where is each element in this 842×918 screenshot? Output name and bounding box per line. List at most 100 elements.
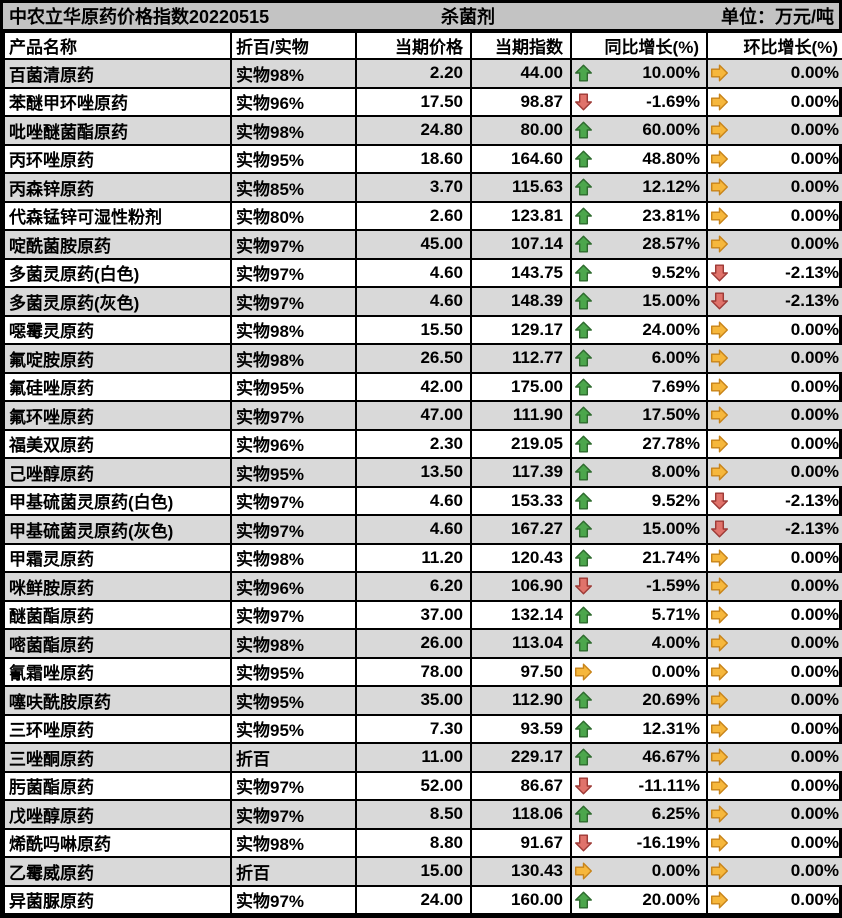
yoy-growth-cell: -11.11% [570, 770, 708, 801]
yoy-growth-value: -11.11% [638, 775, 700, 795]
mom-growth-value: 0.00% [790, 775, 839, 795]
table-row: 甲基硫菌灵原药(灰色) 实物97% 4.60 167.27 15.00% -2.… [3, 514, 842, 545]
table-row: 多菌灵原药(白色) 实物97% 4.60 143.75 9.52% -2.13% [3, 257, 842, 288]
yoy-growth-cell: 7.69% [570, 371, 708, 402]
product-name-cell: 氟硅唑原药 [3, 371, 232, 402]
right-arrow-icon [710, 861, 729, 881]
up-arrow-icon [574, 291, 593, 311]
mom-growth-value: 0.00% [790, 120, 839, 140]
product-name-cell: 三环唑原药 [3, 713, 232, 744]
mom-growth-value: 0.00% [790, 462, 839, 482]
product-name-cell: 代森锰锌可湿性粉剂 [3, 200, 232, 231]
basis-cell: 实物98% [230, 827, 357, 858]
header-product-name: 产品名称 [3, 31, 232, 60]
current-index-cell: 91.67 [470, 827, 572, 858]
basis-cell: 实物96% [230, 571, 357, 602]
current-index-cell: 112.77 [470, 343, 572, 374]
mom-growth-value: 0.00% [790, 747, 839, 767]
table-row: 氟硅唑原药 实物95% 42.00 175.00 7.69% 0.00% [3, 371, 842, 402]
current-price-cell: 4.60 [355, 514, 472, 545]
basis-cell: 实物95% [230, 685, 357, 716]
yoy-growth-cell: 5.71% [570, 599, 708, 630]
mom-growth-cell: 0.00% [706, 542, 842, 573]
yoy-growth-value: 17.50% [642, 405, 700, 425]
right-arrow-icon [710, 206, 729, 226]
mom-growth-cell: 0.00% [706, 742, 842, 773]
yoy-growth-value: -16.19% [636, 832, 700, 852]
mom-growth-cell: 0.00% [706, 799, 842, 830]
mom-growth-cell: 0.00% [706, 599, 842, 630]
yoy-growth-cell: 6.25% [570, 799, 708, 830]
current-price-cell: 47.00 [355, 400, 472, 431]
table-row: 乙霉威原药 折百 15.00 130.43 0.00% 0.00% [3, 856, 842, 887]
table-row: 丙森锌原药 实物85% 3.70 115.63 12.12% 0.00% [3, 172, 842, 203]
yoy-growth-cell: 15.00% [570, 286, 708, 317]
yoy-growth-cell: 60.00% [570, 115, 708, 146]
product-name-cell: 苯醚甲环唑原药 [3, 86, 232, 117]
yoy-growth-value: 46.67% [642, 747, 700, 767]
title-bar: 中农立华原药价格指数20220515 杀菌剂 单位：万元/吨 [3, 3, 839, 31]
basis-cell: 实物98% [230, 58, 357, 89]
yoy-growth-value: 21.74% [642, 547, 700, 567]
mom-growth-value: 0.00% [790, 405, 839, 425]
yoy-growth-value: 23.81% [642, 205, 700, 225]
mom-growth-value: 0.00% [790, 861, 839, 881]
mom-growth-cell: 0.00% [706, 770, 842, 801]
basis-cell: 实物97% [230, 400, 357, 431]
mom-growth-value: 0.00% [790, 91, 839, 111]
down-arrow-icon [574, 576, 593, 596]
current-index-cell: 123.81 [470, 200, 572, 231]
yoy-growth-cell: 21.74% [570, 542, 708, 573]
mom-growth-value: -2.13% [785, 262, 839, 282]
product-name-cell: 己唑醇原药 [3, 457, 232, 488]
basis-cell: 折百 [230, 856, 357, 887]
right-arrow-icon [710, 405, 729, 425]
right-arrow-icon [710, 548, 729, 568]
yoy-growth-cell: 28.57% [570, 229, 708, 260]
table-row: 啶酰菌胺原药 实物97% 45.00 107.14 28.57% 0.00% [3, 229, 842, 260]
current-price-cell: 26.50 [355, 343, 472, 374]
yoy-growth-value: 27.78% [642, 433, 700, 453]
yoy-growth-cell: 15.00% [570, 514, 708, 545]
mom-growth-value: 0.00% [790, 804, 839, 824]
table-row: 福美双原药 实物96% 2.30 219.05 27.78% 0.00% [3, 428, 842, 459]
mom-growth-value: 0.00% [790, 690, 839, 710]
yoy-growth-value: 60.00% [642, 120, 700, 140]
table-row: 己唑醇原药 实物95% 13.50 117.39 8.00% 0.00% [3, 457, 842, 488]
mom-growth-cell: 0.00% [706, 314, 842, 345]
up-arrow-icon [574, 491, 593, 511]
mom-growth-cell: 0.00% [706, 115, 842, 146]
up-arrow-icon [574, 206, 593, 226]
current-price-cell: 78.00 [355, 656, 472, 687]
mom-growth-value: 0.00% [790, 633, 839, 653]
current-index-cell: 229.17 [470, 742, 572, 773]
current-index-cell: 113.04 [470, 628, 572, 659]
product-name-cell: 甲霜灵原药 [3, 542, 232, 573]
mom-growth-value: 0.00% [790, 718, 839, 738]
header-mom-growth: 环比增长(%) [706, 31, 842, 60]
current-index-cell: 132.14 [470, 599, 572, 630]
table-row: 噻呋酰胺原药 实物95% 35.00 112.90 20.69% 0.00% [3, 685, 842, 716]
yoy-growth-value: 0.00% [651, 661, 700, 681]
up-arrow-icon [574, 348, 593, 368]
yoy-growth-value: 48.80% [642, 148, 700, 168]
product-name-cell: 甲基硫菌灵原药(白色) [3, 485, 232, 516]
product-name-cell: 乙霉威原药 [3, 856, 232, 887]
right-arrow-icon [710, 890, 729, 910]
product-name-cell: 嘧菌酯原药 [3, 628, 232, 659]
current-index-cell: 143.75 [470, 257, 572, 288]
right-arrow-icon [710, 833, 729, 853]
up-arrow-icon [574, 519, 593, 539]
current-index-cell: 130.43 [470, 856, 572, 887]
basis-cell: 实物98% [230, 115, 357, 146]
current-index-cell: 115.63 [470, 172, 572, 203]
current-price-cell: 45.00 [355, 229, 472, 260]
basis-cell: 实物96% [230, 86, 357, 117]
basis-cell: 实物95% [230, 713, 357, 744]
product-name-cell: 多菌灵原药(灰色) [3, 286, 232, 317]
current-index-cell: 112.90 [470, 685, 572, 716]
right-arrow-icon [710, 462, 729, 482]
basis-cell: 实物97% [230, 884, 357, 915]
mom-growth-value: 0.00% [790, 205, 839, 225]
product-name-cell: 肟菌酯原药 [3, 770, 232, 801]
